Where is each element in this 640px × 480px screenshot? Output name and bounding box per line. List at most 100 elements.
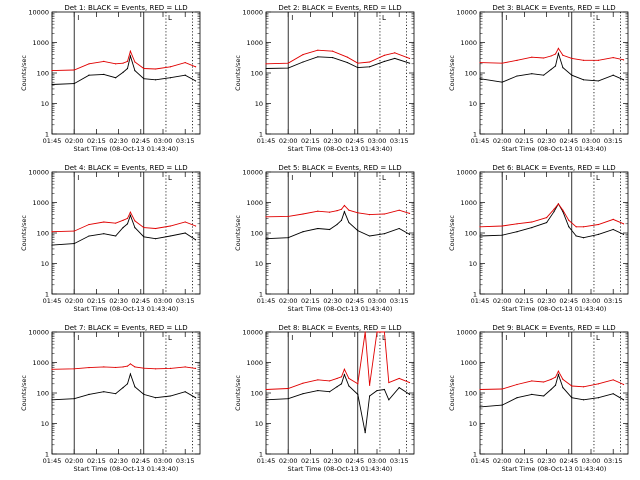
data-point-lld	[562, 54, 564, 56]
y-tick-label: 10000	[456, 329, 477, 337]
data-point-lld	[394, 52, 396, 54]
x-tick-label: 03:15	[176, 137, 195, 145]
data-point-lld	[143, 67, 145, 70]
x-tick-label: 03:15	[390, 137, 409, 145]
data-point-lld	[408, 57, 411, 60]
data-point-events	[134, 69, 136, 72]
data-point-events	[103, 391, 105, 393]
data-point-lld	[265, 63, 267, 65]
data-point-lld	[388, 381, 390, 384]
data-point-events	[340, 219, 343, 221]
x-tick-label: 03:15	[604, 297, 623, 305]
data-point-lld	[357, 212, 359, 214]
data-point-lld	[554, 376, 557, 378]
bracket-label-end: L	[382, 14, 386, 22]
data-point-events	[129, 373, 132, 375]
data-point-events	[553, 211, 555, 213]
series-line-lld	[479, 370, 624, 390]
data-point-events	[155, 238, 157, 240]
x-tick-label: 02:00	[493, 137, 512, 145]
x-tick-label: 03:15	[176, 457, 195, 465]
x-tick-label: 02:30	[537, 137, 556, 145]
x-axis-label: Start Time (08-Oct-13 01:43:40)	[502, 465, 607, 473]
data-point-events	[317, 389, 319, 392]
data-point-events	[122, 71, 124, 73]
x-tick-label: 02:15	[301, 297, 320, 305]
data-point-events	[516, 397, 518, 399]
data-point-events	[184, 232, 186, 234]
data-point-events	[143, 236, 145, 238]
data-point-lld	[122, 62, 124, 64]
data-point-events	[357, 229, 359, 232]
data-point-lld	[88, 223, 90, 226]
data-point-lld	[516, 383, 518, 386]
data-point-lld	[408, 212, 411, 214]
data-point-events	[265, 399, 267, 401]
data-point-events	[302, 61, 304, 63]
data-point-lld	[357, 62, 359, 64]
x-tick-label: 03:00	[582, 297, 601, 305]
x-tick-label: 01:45	[471, 457, 490, 465]
data-point-lld	[122, 366, 124, 368]
x-tick-label: 01:45	[257, 297, 276, 305]
data-point-lld	[543, 381, 545, 383]
y-tick-label: 10	[469, 100, 477, 108]
data-point-lld	[169, 225, 171, 227]
x-tick-label: 03:00	[582, 137, 601, 145]
data-point-lld	[336, 377, 338, 380]
data-point-events	[317, 227, 319, 230]
panel-title: Det 7: BLACK = Events, RED = LLD	[64, 324, 187, 332]
data-point-events	[126, 383, 129, 385]
series-line-events	[51, 372, 196, 401]
data-point-events	[501, 81, 503, 83]
data-point-events	[531, 393, 533, 395]
data-point-events	[51, 83, 53, 86]
y-tick-label: 10000	[242, 169, 263, 177]
data-point-lld	[329, 380, 331, 382]
panel-det-7: Det 7: BLACK = Events, RED = LLD 1 10 100 10…	[20, 324, 201, 473]
data-point-events	[155, 79, 157, 81]
data-point-lld	[73, 69, 75, 71]
data-point-lld	[265, 388, 267, 391]
bracket-label-start: I	[291, 174, 293, 182]
data-point-lld	[103, 60, 105, 63]
panel-det-2: Det 2: BLACK = Events, RED = LLD 1 10 100 10…	[234, 4, 415, 153]
data-point-lld	[155, 368, 157, 370]
data-point-lld	[194, 225, 197, 227]
data-point-lld	[557, 203, 560, 205]
x-tick-label: 02:30	[323, 457, 342, 465]
data-point-lld	[126, 217, 129, 220]
data-point-lld	[346, 56, 348, 58]
data-point-lld	[550, 55, 552, 57]
data-point-lld	[369, 61, 371, 63]
data-point-lld	[329, 211, 331, 213]
data-point-lld	[129, 50, 132, 52]
data-point-events	[369, 66, 371, 68]
data-point-events	[155, 397, 157, 399]
panel-title: Det 9: BLACK = Events, RED = LLD	[492, 324, 615, 332]
bracket-label-start: I	[505, 334, 507, 342]
data-point-events	[369, 395, 371, 397]
panel-det-9: Det 9: BLACK = Events, RED = LLD 1 10 100 10…	[448, 324, 629, 473]
series-line-events	[479, 373, 624, 408]
x-tick-label: 03:15	[390, 297, 409, 305]
x-tick-label: 02:30	[537, 297, 556, 305]
data-point-lld	[531, 380, 533, 382]
data-point-events	[126, 67, 129, 70]
y-tick-label: 10000	[28, 9, 49, 17]
panel-title: Det 2: BLACK = Events, RED = LLD	[278, 4, 401, 12]
data-point-events	[287, 398, 289, 400]
data-point-lld	[134, 220, 136, 222]
y-axis-label: Counts/sec	[448, 55, 456, 91]
data-point-events	[516, 231, 518, 233]
data-point-events	[408, 233, 411, 235]
y-tick-label: 1	[45, 291, 49, 299]
y-tick-label: 1	[45, 131, 49, 139]
data-point-events	[194, 397, 197, 399]
y-tick-label: 10000	[242, 329, 263, 337]
data-point-events	[612, 228, 614, 231]
x-tick-label: 01:45	[43, 137, 62, 145]
x-tick-label: 02:45	[131, 297, 150, 305]
data-point-lld	[122, 219, 124, 221]
bracket-label-start: I	[77, 334, 79, 342]
